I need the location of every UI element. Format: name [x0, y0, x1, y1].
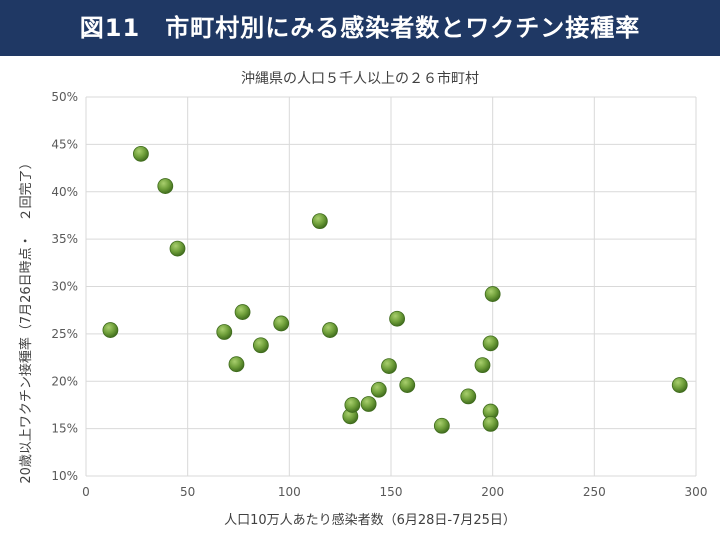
data-point: [252, 337, 269, 354]
y-tick-label: 50%: [51, 90, 78, 104]
data-point: [484, 286, 501, 302]
page-title: 図11 市町村別にみる感染者数とワクチン接種率: [79, 14, 641, 42]
chart-title: 沖縄県の人口５千人以上の２６市町村: [241, 70, 479, 87]
data-point: [344, 397, 361, 413]
y-tick-label: 40%: [51, 185, 78, 199]
x-tick-label: 0: [82, 485, 90, 499]
y-tick-label: 10%: [51, 469, 78, 483]
data-point: [169, 240, 186, 257]
x-axis-label: 人口10万人あたり感染者数（6月28日-7月25日）: [224, 512, 516, 528]
data-point: [228, 356, 245, 373]
scatter-chart: 沖縄県の人口５千人以上の２６市町村 10% 15% 20% 25% 30% 35% 40% 4…: [18, 70, 707, 528]
data-point: [389, 310, 406, 327]
data-point: [433, 417, 450, 434]
x-tick-label: 100: [278, 485, 301, 499]
x-tick-label: 150: [380, 485, 403, 499]
y-tick-label: 25%: [51, 327, 78, 341]
data-point: [370, 381, 387, 398]
data-point: [482, 335, 499, 352]
data-point: [311, 213, 328, 230]
data-point: [216, 324, 233, 340]
x-tick-label: 50: [180, 485, 195, 499]
y-axis-ticks: 10% 15% 20% 25% 30% 35% 40% 45% 50%: [51, 90, 78, 483]
data-point: [102, 322, 119, 338]
data-point: [157, 178, 174, 194]
data-point: [234, 304, 251, 320]
data-point: [482, 415, 499, 432]
data-point: [132, 145, 149, 162]
data-point: [399, 377, 416, 393]
x-tick-label: 250: [583, 485, 606, 499]
y-tick-label: 20%: [51, 374, 78, 388]
x-axis-ticks: 0 50 100 150 200 250 300: [82, 485, 707, 499]
data-point: [460, 388, 477, 405]
data-point: [381, 358, 397, 374]
y-tick-label: 15%: [51, 422, 78, 436]
header-bar: 図11 市町村別にみる感染者数とワクチン接種率: [0, 0, 720, 56]
y-tick-label: 30%: [51, 280, 78, 294]
data-points: [102, 145, 688, 434]
data-point: [474, 357, 491, 374]
x-tick-label: 300: [685, 485, 708, 499]
data-point: [322, 322, 338, 338]
data-point: [360, 396, 377, 412]
y-axis-label: 20歳以上ワクチン接種率（7月26日時点・ ２回完了）: [18, 156, 34, 483]
y-tick-label: 45%: [51, 137, 78, 151]
y-tick-label: 35%: [51, 232, 78, 246]
data-point: [273, 315, 290, 332]
chart-area: 沖縄県の人口５千人以上の２６市町村 10% 15% 20% 25% 30% 35% 40% 4…: [0, 56, 720, 540]
x-tick-label: 200: [481, 485, 504, 499]
gridlines: [85, 96, 697, 477]
data-point: [671, 377, 688, 393]
